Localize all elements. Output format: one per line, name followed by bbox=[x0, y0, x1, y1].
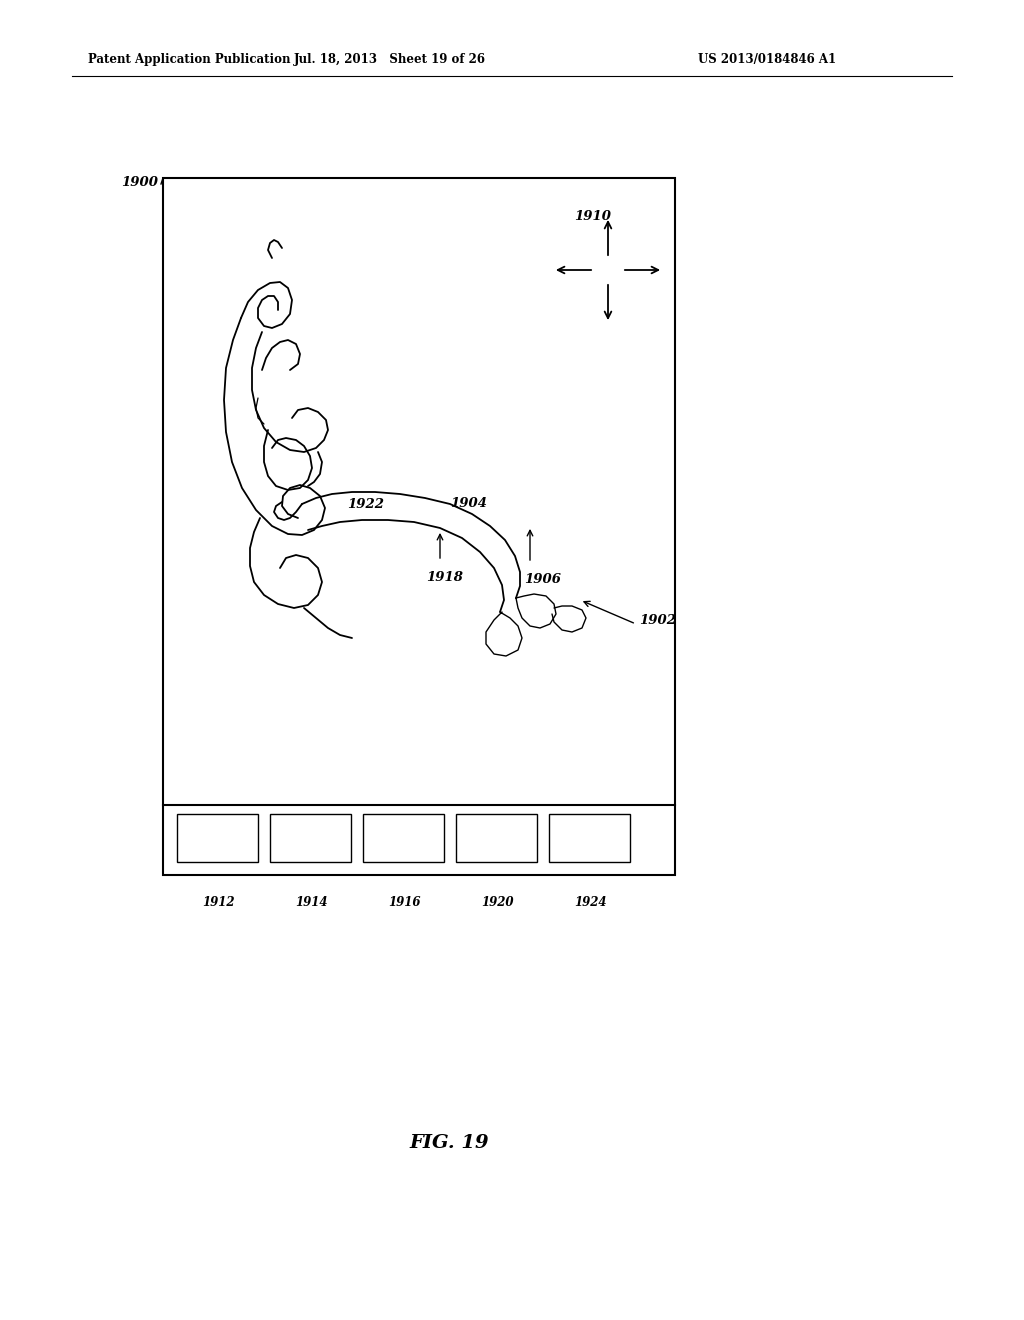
Bar bbox=[177, 814, 258, 862]
Bar bbox=[163, 178, 675, 875]
Text: 1924: 1924 bbox=[573, 896, 606, 909]
Text: 1920: 1920 bbox=[480, 896, 513, 909]
Text: US 2013/0184846 A1: US 2013/0184846 A1 bbox=[698, 54, 837, 66]
Text: 1910: 1910 bbox=[574, 210, 611, 223]
Text: 1918: 1918 bbox=[427, 572, 464, 583]
Text: Patent Application Publication: Patent Application Publication bbox=[88, 54, 291, 66]
Text: 1916: 1916 bbox=[388, 896, 420, 909]
Text: 1922: 1922 bbox=[347, 499, 384, 511]
Text: 1904: 1904 bbox=[450, 498, 487, 510]
Bar bbox=[549, 814, 630, 862]
Text: 1912: 1912 bbox=[202, 896, 234, 909]
Text: 1900: 1900 bbox=[121, 176, 158, 189]
Text: FIG. 19: FIG. 19 bbox=[410, 1134, 488, 1152]
Text: 1902: 1902 bbox=[639, 614, 676, 627]
Text: 1906: 1906 bbox=[524, 573, 561, 586]
Bar bbox=[362, 814, 444, 862]
Bar bbox=[270, 814, 351, 862]
Bar bbox=[456, 814, 537, 862]
Text: 1914: 1914 bbox=[295, 896, 328, 909]
Text: Jul. 18, 2013   Sheet 19 of 26: Jul. 18, 2013 Sheet 19 of 26 bbox=[294, 54, 486, 66]
